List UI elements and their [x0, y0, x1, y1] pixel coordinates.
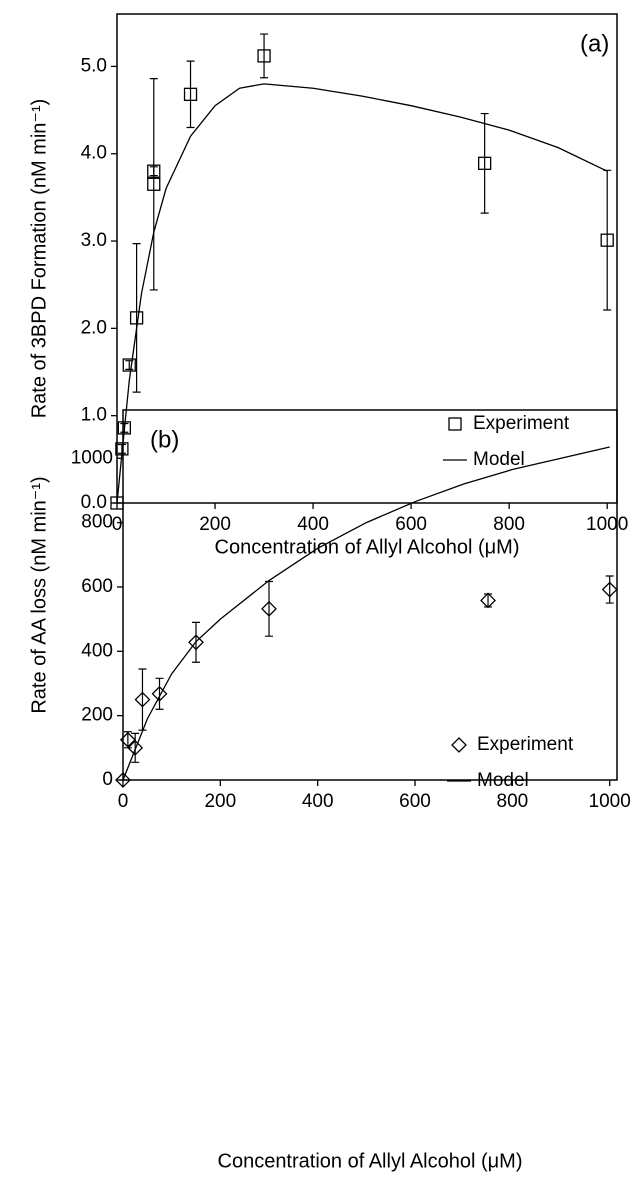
y-tick-label: 0.0 — [81, 492, 107, 513]
marker — [115, 772, 131, 788]
x-axis-label: Concentration of Allyl Alcohol (μM) — [218, 1150, 523, 1172]
marker — [151, 685, 168, 702]
x-tick-label: 200 — [204, 791, 236, 812]
plot-frame — [122, 409, 618, 781]
x-tick-label: 200 — [199, 514, 231, 535]
marker — [257, 49, 271, 63]
error-bar — [132, 243, 141, 393]
y-tick-label: 800 — [81, 512, 113, 533]
x-axis-label: Concentration of Allyl Alcohol (μM) — [215, 536, 520, 558]
marker — [183, 87, 198, 101]
error-bar — [605, 575, 614, 604]
y-tick-label: 400 — [81, 640, 113, 661]
marker — [477, 156, 492, 170]
legend-marker — [451, 737, 467, 753]
plot-frame — [116, 13, 618, 504]
error-bar — [603, 169, 612, 311]
error-bar — [265, 580, 274, 637]
x-tick-label: 0 — [112, 514, 123, 535]
model-line — [116, 83, 608, 504]
panel-label: (b) — [150, 426, 179, 453]
marker — [600, 233, 614, 247]
error-bar — [480, 112, 489, 214]
panel-label: (a) — [580, 30, 609, 57]
legend-label: Experiment — [477, 734, 574, 755]
y-tick-label: 200 — [81, 705, 113, 726]
error-bar — [155, 677, 164, 710]
marker — [601, 581, 618, 598]
y-tick-label: 1000 — [71, 447, 113, 468]
x-tick-label: 800 — [493, 514, 525, 535]
x-tick-label: 600 — [399, 791, 431, 812]
x-tick-label: 400 — [297, 514, 329, 535]
x-tick-label: 400 — [302, 791, 334, 812]
y-tick-label: 5.0 — [81, 55, 107, 76]
marker — [127, 739, 144, 756]
y-tick-label: 4.0 — [81, 143, 107, 164]
legend-marker — [448, 417, 462, 431]
legend-label: Model — [477, 770, 529, 791]
model-line — [122, 446, 610, 781]
legend-label: Experiment — [473, 413, 570, 434]
marker — [147, 177, 161, 191]
y-tick-label: 1.0 — [81, 405, 107, 426]
y-axis-label: Rate of AA loss (nM min⁻¹) — [28, 476, 50, 713]
marker — [119, 731, 136, 748]
error-bar — [149, 78, 158, 291]
x-tick-label: 1000 — [586, 514, 628, 535]
marker — [188, 634, 204, 651]
error-bar — [260, 33, 269, 79]
error-bar — [186, 60, 195, 129]
marker — [134, 691, 151, 708]
x-tick-label: 600 — [395, 514, 427, 535]
x-tick-label: 1000 — [589, 791, 631, 812]
legend-label: Model — [473, 449, 525, 470]
error-bar — [138, 668, 147, 731]
y-tick-label: 600 — [81, 576, 113, 597]
y-axis-label: Rate of 3BPD Formation (nM min⁻¹) — [28, 99, 50, 419]
marker — [261, 600, 277, 617]
marker — [480, 592, 496, 609]
x-tick-label: 0 — [118, 791, 129, 812]
x-tick-label: 800 — [497, 791, 529, 812]
y-tick-label: 0 — [102, 769, 113, 790]
y-tick-label: 3.0 — [81, 230, 107, 251]
y-tick-label: 2.0 — [81, 317, 107, 338]
marker — [122, 358, 136, 372]
